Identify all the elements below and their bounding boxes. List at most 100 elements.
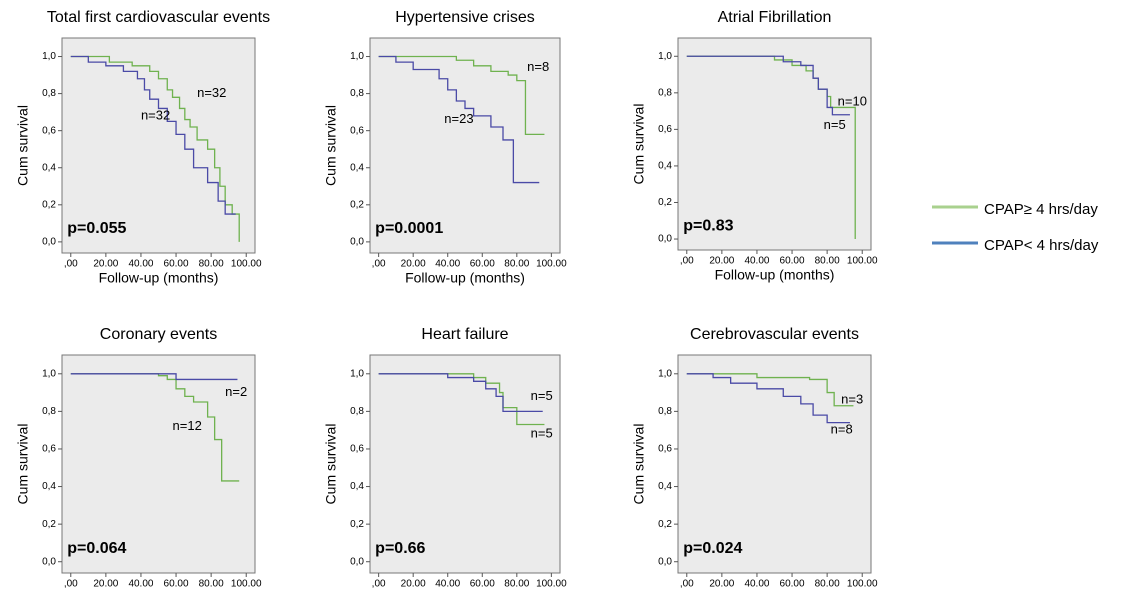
annotation: n=3 bbox=[841, 392, 863, 407]
x-tick-label: 40.00 bbox=[435, 579, 460, 590]
y-tick-label: 0,4 bbox=[658, 161, 672, 172]
p-value: p=0.055 bbox=[67, 220, 126, 237]
annotation: n=5 bbox=[824, 117, 846, 132]
x-tick-label: ,00 bbox=[372, 259, 386, 270]
annotation: n=8 bbox=[831, 422, 853, 437]
legend-label: CPAP≥ 4 hrs/day bbox=[984, 201, 1098, 218]
chart-title: Atrial Fibrillation bbox=[718, 9, 832, 26]
survival-curve bbox=[70, 373, 240, 482]
y-tick-label: 0,0 bbox=[658, 556, 672, 567]
chart-title: Coronary events bbox=[100, 326, 217, 343]
y-axis-label: Cum survival bbox=[631, 104, 647, 185]
chart-title: Heart failure bbox=[421, 326, 508, 343]
y-tick-label: 0,0 bbox=[658, 234, 672, 245]
y-axis-label: Cum survival bbox=[323, 424, 339, 505]
y-tick-label: 0,6 bbox=[42, 444, 56, 455]
y-axis-label: Cum survival bbox=[15, 424, 31, 505]
survival-curve bbox=[686, 373, 850, 424]
x-tick-label: 60.00 bbox=[164, 259, 189, 270]
y-tick-label: 0,0 bbox=[350, 237, 364, 248]
y-tick-label: 1,0 bbox=[42, 51, 56, 62]
p-value: p=0.83 bbox=[683, 217, 733, 234]
x-tick-label: ,00 bbox=[64, 259, 78, 270]
y-tick-label: 0,0 bbox=[42, 237, 56, 248]
x-tick-label: ,00 bbox=[372, 579, 386, 590]
y-tick-label: 0,6 bbox=[658, 124, 672, 135]
x-tick-label: 40.00 bbox=[435, 259, 460, 270]
y-tick-label: 1,0 bbox=[658, 51, 672, 62]
x-axis-label: Follow-up (months) bbox=[715, 267, 835, 283]
x-tick-label: 80.00 bbox=[815, 579, 840, 590]
annotation: n=23 bbox=[444, 111, 473, 126]
y-tick-label: 0,2 bbox=[350, 519, 364, 530]
x-tick-label: 40.00 bbox=[128, 259, 153, 270]
y-tick-label: 1,0 bbox=[350, 368, 364, 379]
x-tick-label: 100.00 bbox=[847, 256, 878, 267]
survival-curve bbox=[686, 55, 850, 116]
y-tick-label: 0,6 bbox=[42, 125, 56, 136]
x-tick-label: 20.00 bbox=[401, 579, 426, 590]
x-tick-label: 20.00 bbox=[709, 256, 734, 267]
chart-title: Total first cardiovascular events bbox=[47, 9, 270, 26]
survival-curve bbox=[378, 55, 545, 136]
y-tick-label: 0,2 bbox=[658, 197, 672, 208]
plot-area bbox=[677, 37, 872, 251]
y-tick-label: 1,0 bbox=[350, 51, 364, 62]
y-tick-label: 0,2 bbox=[658, 519, 672, 530]
y-tick-label: 0,0 bbox=[42, 556, 56, 567]
p-value: p=0.024 bbox=[683, 540, 742, 557]
y-tick-label: 0,4 bbox=[42, 481, 56, 492]
y-tick-label: 0,4 bbox=[350, 481, 364, 492]
y-tick-label: 0,6 bbox=[350, 444, 364, 455]
y-tick-label: 0,4 bbox=[42, 162, 56, 173]
annotation: n=12 bbox=[173, 418, 202, 433]
survival-curve bbox=[378, 373, 543, 413]
survival-curve bbox=[686, 373, 854, 407]
y-tick-label: 0,4 bbox=[658, 481, 672, 492]
legend-label: CPAP< 4 hrs/day bbox=[984, 237, 1099, 254]
chart-title: Hypertensive crises bbox=[395, 9, 535, 26]
x-tick-label: 100.00 bbox=[231, 259, 262, 270]
x-tick-label: 20.00 bbox=[709, 579, 734, 590]
x-tick-label: ,00 bbox=[680, 256, 694, 267]
x-tick-label: 60.00 bbox=[470, 579, 495, 590]
y-tick-label: 0,2 bbox=[42, 519, 56, 530]
x-tick-label: 40.00 bbox=[744, 579, 769, 590]
annotation: n=2 bbox=[225, 384, 247, 399]
y-tick-label: 1,0 bbox=[658, 368, 672, 379]
plot-area bbox=[369, 37, 561, 254]
y-tick-label: 0,4 bbox=[350, 162, 364, 173]
y-tick-label: 0,2 bbox=[42, 199, 56, 210]
x-axis-label: Follow-up (months) bbox=[99, 270, 219, 286]
annotation: n=10 bbox=[838, 93, 867, 108]
annotation: n=8 bbox=[527, 59, 549, 74]
x-axis-label: Follow-up (months) bbox=[405, 270, 525, 286]
y-axis-label: Cum survival bbox=[631, 424, 647, 505]
annotation: n=5 bbox=[531, 388, 553, 403]
x-tick-label: ,00 bbox=[680, 579, 694, 590]
y-tick-label: 0,8 bbox=[42, 88, 56, 99]
y-tick-label: 0,6 bbox=[350, 125, 364, 136]
plot-area bbox=[61, 354, 256, 574]
y-tick-label: 0,6 bbox=[658, 444, 672, 455]
x-tick-label: 100.00 bbox=[231, 579, 262, 590]
y-axis-label: Cum survival bbox=[323, 105, 339, 186]
x-tick-label: 20.00 bbox=[93, 579, 118, 590]
p-value: p=0.66 bbox=[375, 540, 425, 557]
p-value: p=0.0001 bbox=[375, 220, 443, 237]
survival-curve bbox=[378, 55, 540, 184]
x-tick-label: 40.00 bbox=[744, 256, 769, 267]
y-tick-label: 0,8 bbox=[350, 88, 364, 99]
y-tick-label: 0,8 bbox=[42, 406, 56, 417]
y-tick-label: 0,8 bbox=[350, 406, 364, 417]
annotation: n=5 bbox=[531, 425, 553, 440]
x-tick-label: 80.00 bbox=[199, 579, 224, 590]
x-tick-label: 100.00 bbox=[536, 259, 567, 270]
x-tick-label: 60.00 bbox=[780, 256, 805, 267]
survival-curve bbox=[70, 55, 236, 215]
x-tick-label: 100.00 bbox=[847, 579, 878, 590]
annotation: n=32 bbox=[141, 107, 170, 122]
y-tick-label: 0,8 bbox=[658, 87, 672, 98]
x-tick-label: 80.00 bbox=[815, 256, 840, 267]
